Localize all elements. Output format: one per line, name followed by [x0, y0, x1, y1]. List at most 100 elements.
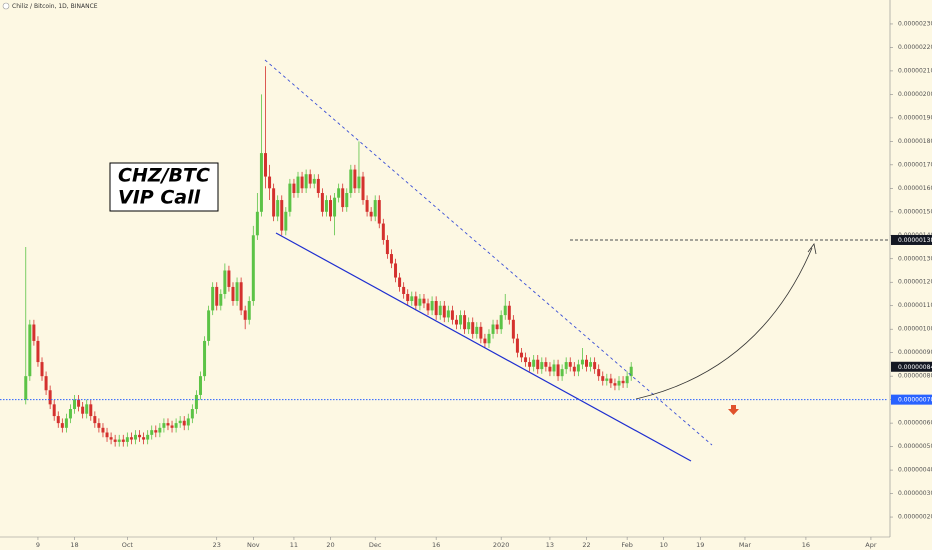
- candle-body: [198, 376, 202, 395]
- x-tick-label: Mar: [739, 541, 752, 549]
- candle-body: [430, 301, 434, 311]
- candle-body: [101, 427, 105, 433]
- candle-body: [357, 176, 361, 189]
- candle-body: [158, 427, 162, 433]
- candle-body: [227, 270, 231, 287]
- candle-body: [190, 409, 194, 419]
- annotation-text: CHZ/BTC: [118, 165, 210, 187]
- x-tick-label: Feb: [621, 541, 633, 549]
- y-tick-label: 0.00000200: [898, 91, 932, 98]
- candle-body: [77, 399, 81, 407]
- y-tick-label: 0.00000130: [898, 255, 932, 262]
- candle-body: [353, 169, 357, 189]
- candle-body: [162, 423, 166, 428]
- candle-body: [341, 188, 345, 208]
- candle-body: [560, 369, 564, 377]
- candle-body: [438, 305, 442, 316]
- candle-body: [166, 423, 170, 426]
- candle-body: [349, 169, 353, 194]
- price-tag-label: 0.00000084: [898, 364, 932, 371]
- candle-body: [487, 333, 491, 344]
- candle-body: [203, 340, 207, 377]
- y-tick-label: 0.00000230: [898, 20, 932, 27]
- candle-body: [154, 430, 158, 433]
- candle-body: [186, 418, 190, 426]
- candle-body: [613, 383, 617, 386]
- candle-body: [621, 380, 625, 384]
- candle-body: [499, 315, 503, 330]
- candle-body: [255, 211, 259, 236]
- x-tick-label: 2020: [493, 541, 510, 549]
- y-tick-label: 0.00000190: [898, 114, 932, 121]
- candle-body: [479, 326, 483, 339]
- candle-body: [138, 434, 142, 438]
- candle-body: [540, 362, 544, 370]
- candle-body: [442, 305, 446, 318]
- candle-body: [133, 434, 137, 440]
- x-tick-label: Apr: [865, 541, 877, 549]
- candle-body: [207, 310, 211, 341]
- candle-body: [170, 425, 174, 428]
- price-tag-label: 0.00000138: [898, 237, 932, 244]
- candle-body: [174, 423, 178, 428]
- candle-body: [450, 310, 454, 320]
- candle-body: [215, 286, 219, 306]
- candle-body: [146, 434, 150, 440]
- candle-body: [564, 362, 568, 370]
- y-tick-label: 0.00000210: [898, 67, 932, 74]
- candle-body: [580, 359, 584, 365]
- x-tick-label: 18: [70, 541, 78, 549]
- x-tick-label: 10: [660, 541, 668, 549]
- candle-body: [524, 357, 528, 363]
- candle-body: [507, 305, 511, 320]
- y-tick-label: 0.00000050: [898, 443, 932, 450]
- candle-body: [389, 254, 393, 264]
- candle-body: [24, 376, 28, 400]
- candle-body: [365, 200, 369, 212]
- candle-body: [48, 390, 52, 405]
- candle-body: [410, 296, 414, 302]
- candle-body: [511, 319, 515, 339]
- candle-body: [572, 366, 576, 372]
- candle-body: [243, 310, 247, 320]
- y-tick-label: 0.00000030: [898, 490, 932, 497]
- candle-body: [617, 380, 621, 386]
- candle-body: [272, 188, 276, 217]
- y-tick-label: 0.00000180: [898, 138, 932, 145]
- candle-body: [28, 324, 32, 377]
- candle-body: [394, 263, 398, 278]
- candle-body: [495, 324, 499, 330]
- candle-body: [385, 239, 389, 255]
- projection-curve: [635, 247, 813, 400]
- x-tick-label: 9: [36, 541, 40, 549]
- candle-body: [89, 404, 93, 417]
- symbol-icon: [2, 2, 10, 10]
- candle-body: [528, 362, 532, 367]
- candle-body: [247, 301, 251, 320]
- x-tick-label: Nov: [247, 541, 260, 549]
- x-tick-label: Dec: [369, 541, 382, 549]
- candle-body: [459, 315, 463, 325]
- y-tick-label: 0.00000080: [898, 373, 932, 380]
- x-tick-label: Oct: [122, 541, 134, 549]
- candle-body: [337, 188, 341, 198]
- candle-body: [105, 432, 109, 438]
- candle-body: [263, 153, 267, 177]
- candle-body: [381, 223, 385, 240]
- candle-body: [418, 298, 422, 306]
- price-tag: [891, 234, 932, 245]
- candle-body: [402, 286, 406, 294]
- y-tick-label: 0.00000150: [898, 208, 932, 215]
- candle-body: [585, 359, 589, 367]
- candle-body: [320, 193, 324, 212]
- y-tick-label: 0.00000090: [898, 349, 932, 356]
- lower-trendline: [275, 232, 692, 462]
- candle-body: [219, 293, 223, 306]
- candle-body: [576, 364, 580, 372]
- candle-body: [97, 423, 101, 428]
- candle-body: [32, 324, 36, 341]
- candle-body: [377, 200, 381, 224]
- y-tick-label: 0.00000120: [898, 279, 932, 286]
